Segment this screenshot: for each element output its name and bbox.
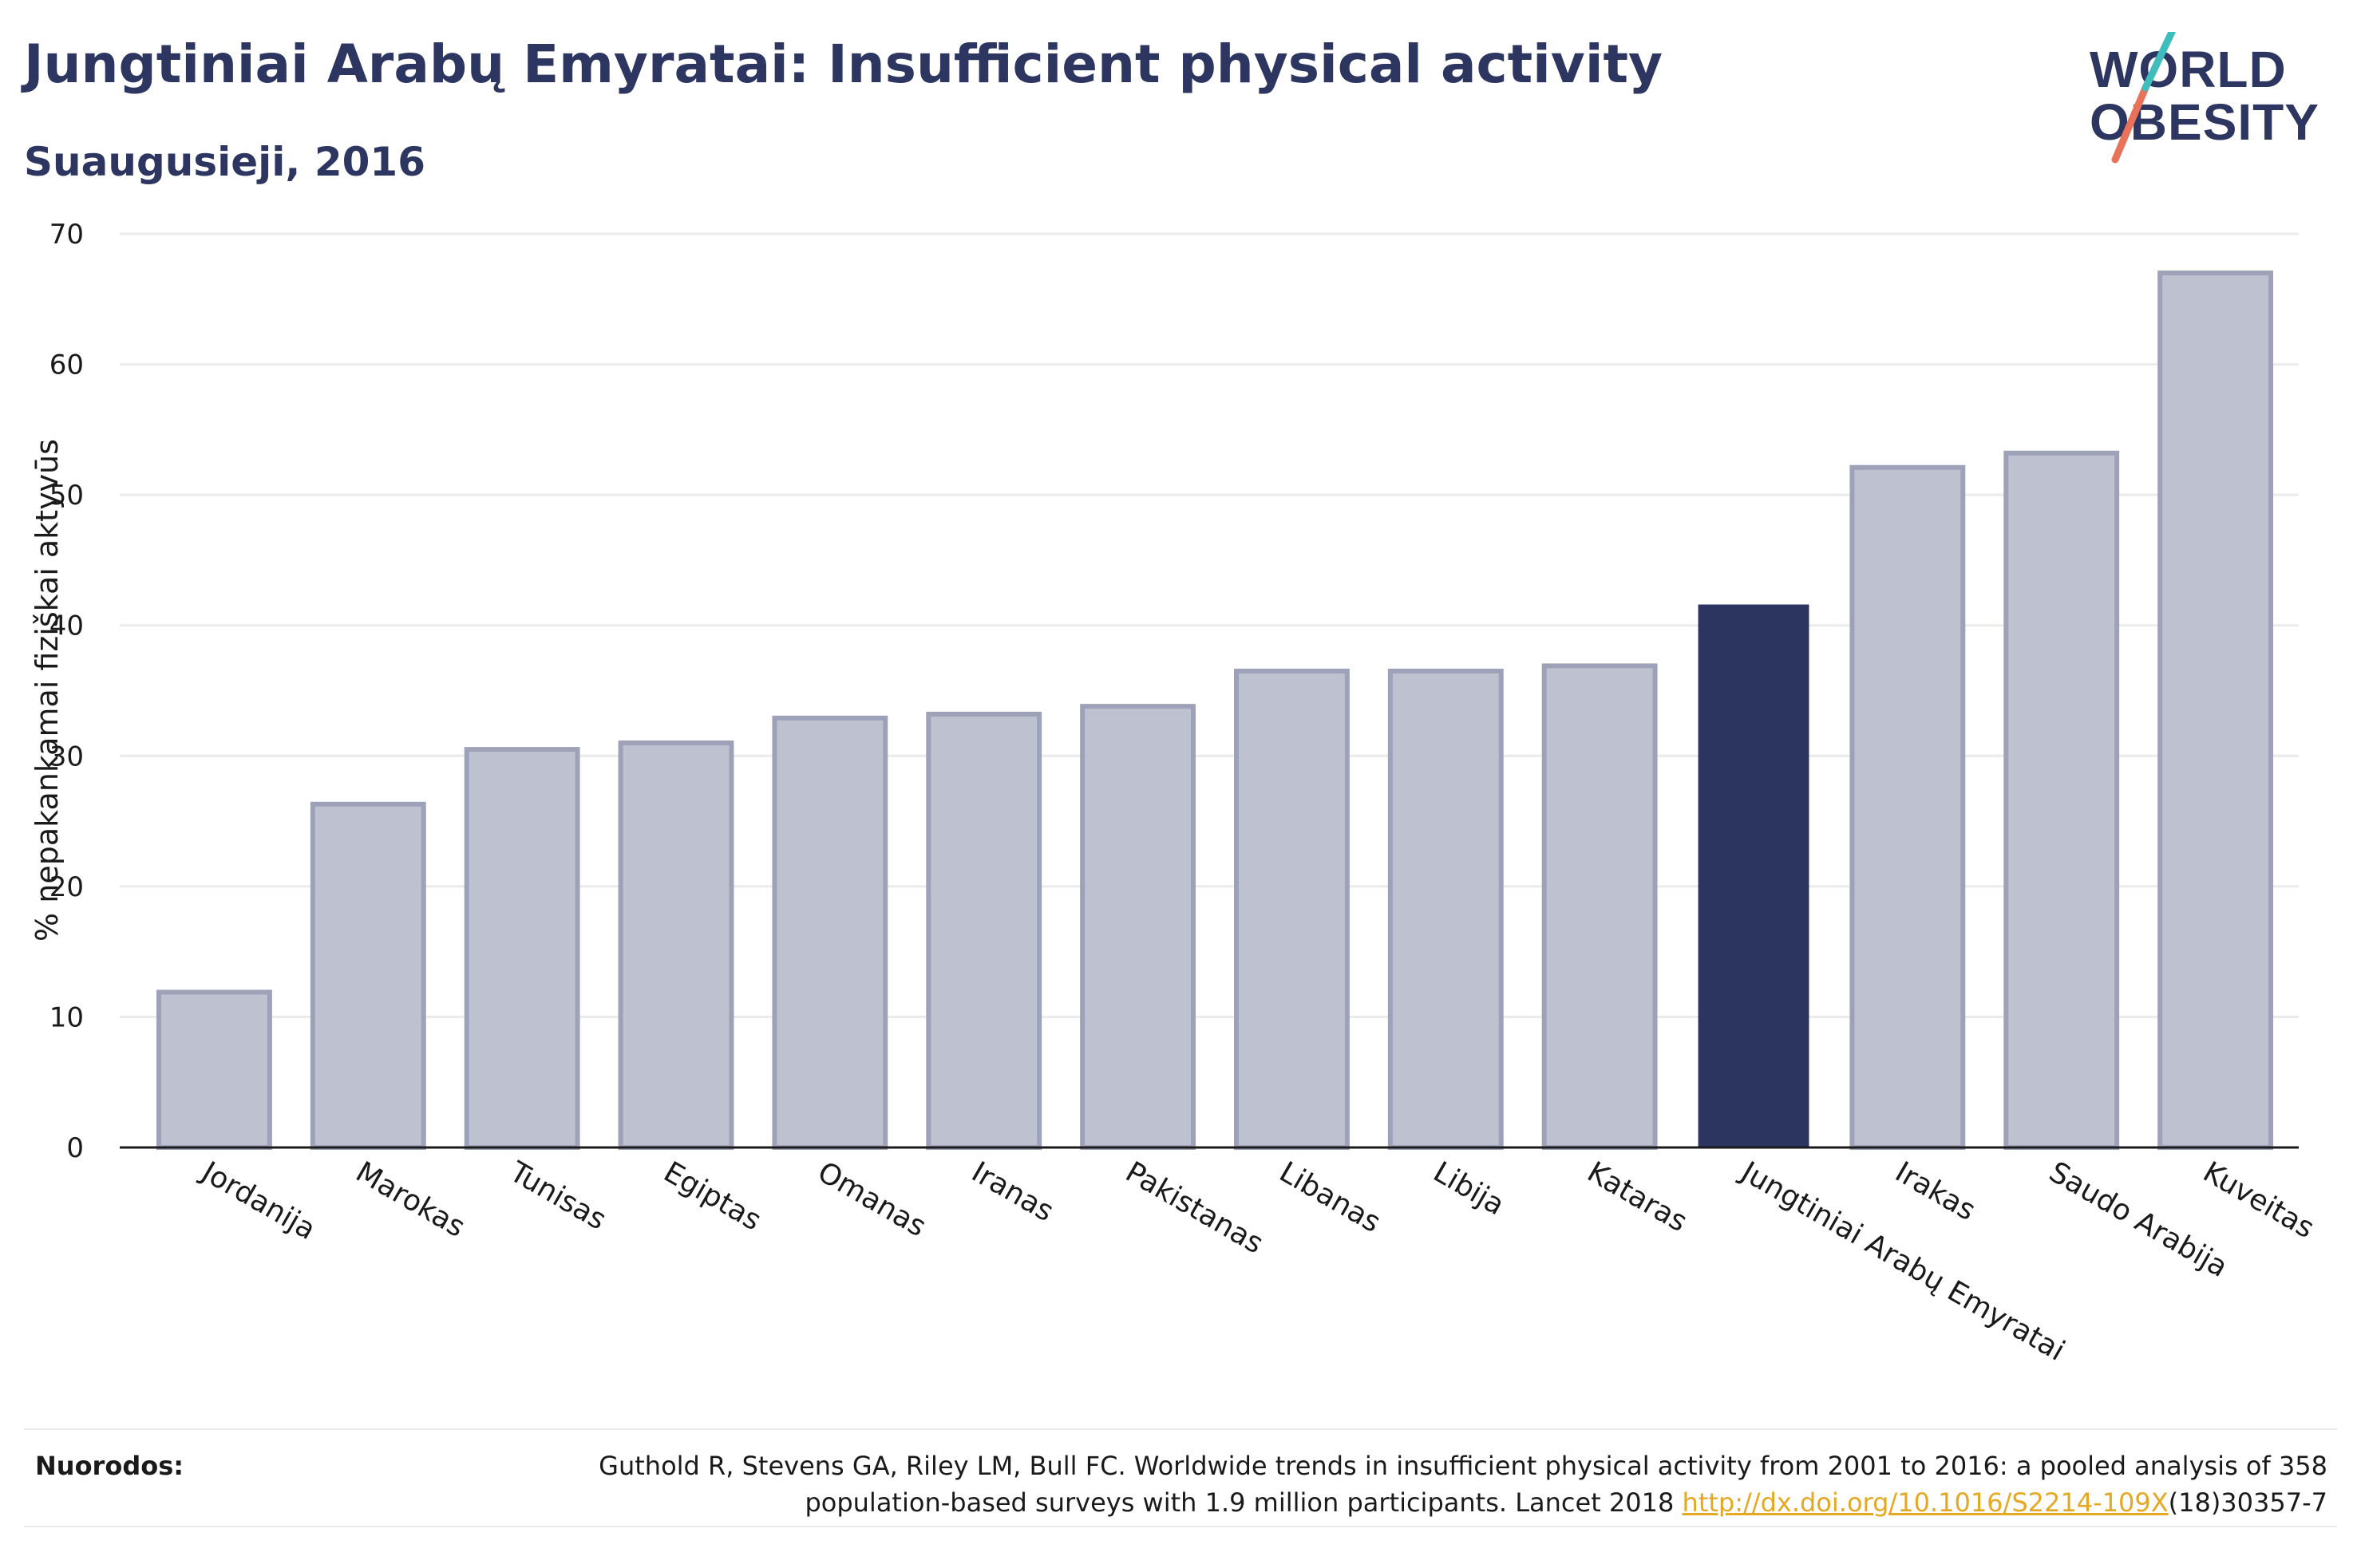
- x-tick-label: Tunisas: [504, 1155, 611, 1237]
- footer-label: Nuorodos:: [35, 1451, 184, 1481]
- bar: [926, 711, 1042, 1150]
- footer-divider-top: [24, 1428, 2337, 1430]
- bar: [1698, 604, 1809, 1147]
- bar: [1541, 663, 1658, 1150]
- x-tick-label: Jordanija: [195, 1155, 321, 1246]
- x-tick-label: Marokas: [350, 1155, 471, 1244]
- bar: [1849, 464, 1966, 1150]
- footer-reference: Guthold R, Stevens GA, Riley LM, Bull FC…: [412, 1448, 2327, 1521]
- logo-line-1: WORLD: [2090, 41, 2287, 98]
- x-tick-label: Irakas: [1889, 1155, 1980, 1227]
- x-tick-label: Egiptas: [658, 1155, 767, 1237]
- reference-line-1: Guthold R, Stevens GA, Riley LM, Bull FC…: [599, 1451, 2327, 1481]
- y-axis-label: % nepakankamai fiziškai aktyvūs: [30, 439, 65, 942]
- bar: [618, 740, 734, 1151]
- y-tick-label: 10: [49, 1001, 84, 1033]
- bar: [156, 989, 272, 1150]
- y-tick-label: 0: [66, 1132, 84, 1164]
- x-tick-label: Kuveitas: [2197, 1155, 2319, 1245]
- world-obesity-logo: WORLD OBESITY: [2075, 32, 2347, 168]
- y-tick-label: 70: [49, 219, 84, 251]
- reference-suffix: (18)30357-7: [2168, 1487, 2327, 1518]
- doi-link[interactable]: http://dx.doi.org/10.1016/S2214-109X: [1682, 1487, 2169, 1518]
- bar: [464, 747, 580, 1150]
- bar: [2003, 450, 2120, 1150]
- bar: [2157, 271, 2273, 1151]
- chart-subtitle: Suaugusieji, 2016: [24, 139, 425, 185]
- bar: [1387, 668, 1504, 1150]
- logo-slash-icon: [2111, 32, 2177, 164]
- y-tick-label: 50: [49, 480, 84, 511]
- footer-divider-bottom: [24, 1526, 2337, 1527]
- y-tick-label: 20: [49, 871, 84, 903]
- bar: [1080, 704, 1196, 1150]
- bar-chart: 0 10 20 30 40 50 60 70 Jordanija Marokas Tunisas Eg…: [30, 219, 2319, 1368]
- reference-line-2: population-based surveys with 1.9 millio…: [412, 1484, 2327, 1521]
- y-tick-label: 40: [49, 610, 84, 642]
- y-tick-label: 60: [49, 350, 84, 381]
- x-tick-label: Libija: [1428, 1155, 1510, 1222]
- x-tick-label: Omanas: [812, 1155, 931, 1243]
- reference-text: population-based surveys with 1.9 millio…: [805, 1487, 1683, 1518]
- x-tick-label: Libanas: [1274, 1155, 1386, 1239]
- x-tick-label: Pakistanas: [1120, 1155, 1268, 1260]
- x-tick-label: Kataras: [1582, 1155, 1693, 1238]
- bar: [1234, 668, 1350, 1150]
- chart-title: Jungtiniai Arabų Emyratai: Insufficient …: [24, 34, 1663, 95]
- bar: [310, 801, 426, 1150]
- bar: [772, 715, 888, 1150]
- y-tick-label: 30: [49, 741, 84, 772]
- x-tick-label: Iranas: [966, 1155, 1059, 1228]
